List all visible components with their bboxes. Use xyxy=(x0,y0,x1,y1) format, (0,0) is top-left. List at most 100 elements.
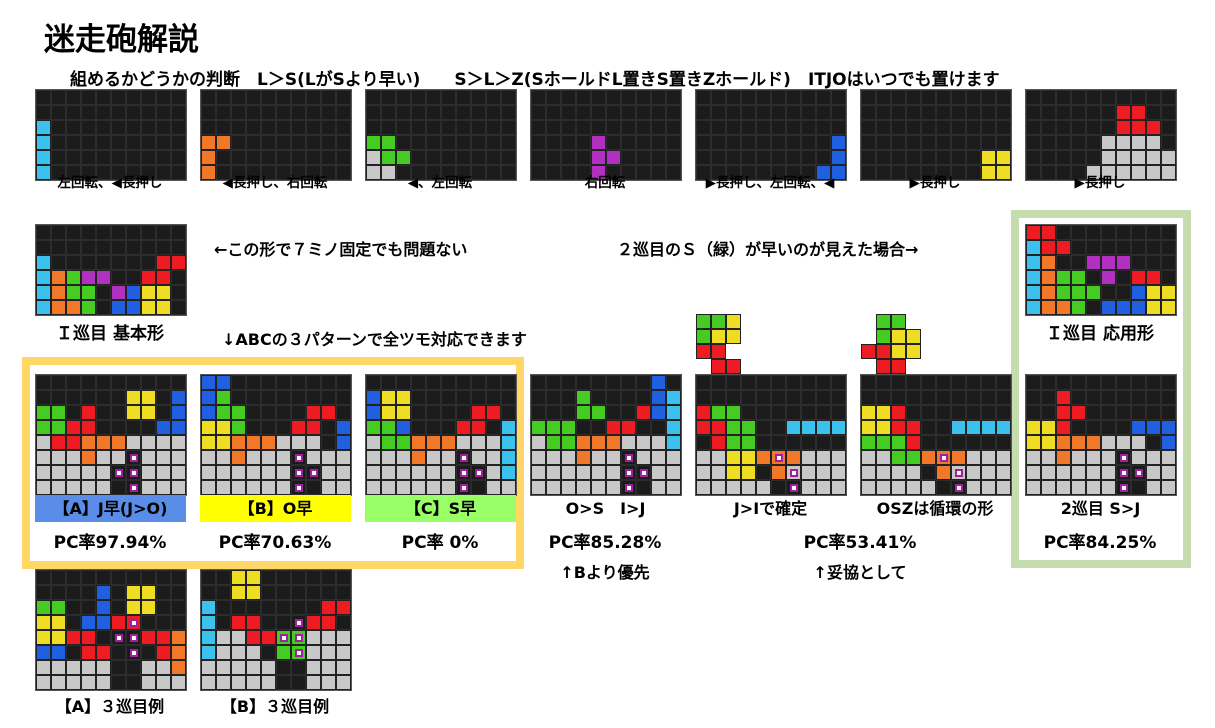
cell xyxy=(66,570,81,585)
cell xyxy=(1101,300,1116,315)
preview-cell xyxy=(711,314,726,329)
cell xyxy=(171,645,186,660)
pc-rate-os: PC率85.28% xyxy=(548,533,662,553)
cell xyxy=(111,300,126,315)
cell xyxy=(981,90,996,105)
cell xyxy=(396,480,411,495)
cell xyxy=(141,480,156,495)
cell xyxy=(1116,120,1131,135)
cell xyxy=(201,585,216,600)
cell xyxy=(711,120,726,135)
cell xyxy=(231,90,246,105)
cell xyxy=(396,420,411,435)
cell xyxy=(426,120,441,135)
cell xyxy=(1146,120,1161,135)
cell xyxy=(876,390,891,405)
cell xyxy=(216,465,231,480)
cell xyxy=(1131,375,1146,390)
pattern-board-osz xyxy=(860,374,1012,496)
cell xyxy=(1056,480,1071,495)
cell xyxy=(246,615,261,630)
cell xyxy=(726,450,741,465)
cell xyxy=(1056,420,1071,435)
cell xyxy=(141,675,156,690)
cell xyxy=(156,285,171,300)
cell xyxy=(276,375,291,390)
cell xyxy=(606,105,621,120)
cell xyxy=(546,375,561,390)
cell xyxy=(711,420,726,435)
cell xyxy=(441,465,456,480)
cell xyxy=(336,600,351,615)
cell xyxy=(201,105,216,120)
cell xyxy=(336,465,351,480)
cell xyxy=(981,420,996,435)
example-board-b xyxy=(200,569,352,691)
cell xyxy=(231,465,246,480)
cell xyxy=(201,645,216,660)
cell xyxy=(366,120,381,135)
cell xyxy=(861,165,876,180)
cell xyxy=(441,420,456,435)
cell xyxy=(486,105,501,120)
cell xyxy=(81,285,96,300)
pattern-board-b xyxy=(200,374,352,496)
cell xyxy=(156,450,171,465)
cell xyxy=(531,435,546,450)
cell xyxy=(381,105,396,120)
cell xyxy=(96,270,111,285)
cell xyxy=(336,105,351,120)
cell xyxy=(216,480,231,495)
cell xyxy=(81,660,96,675)
cell xyxy=(1101,150,1116,165)
cell xyxy=(426,480,441,495)
cell xyxy=(261,390,276,405)
cell xyxy=(666,480,681,495)
cell xyxy=(141,300,156,315)
cell xyxy=(786,150,801,165)
cell xyxy=(1146,285,1161,300)
pc-rate-2nd: PC率84.25% xyxy=(1043,533,1157,553)
applied-board xyxy=(1025,224,1177,316)
cell xyxy=(111,390,126,405)
cell xyxy=(531,135,546,150)
cell xyxy=(741,450,756,465)
cell xyxy=(156,600,171,615)
cell xyxy=(261,450,276,465)
cell xyxy=(276,660,291,675)
cell xyxy=(636,375,651,390)
cell xyxy=(471,405,486,420)
cell xyxy=(636,150,651,165)
cell xyxy=(1056,300,1071,315)
cell xyxy=(171,465,186,480)
cell xyxy=(66,600,81,615)
cell xyxy=(1026,225,1041,240)
cell xyxy=(36,270,51,285)
cell xyxy=(321,90,336,105)
cell xyxy=(561,405,576,420)
cell xyxy=(141,420,156,435)
cell xyxy=(51,270,66,285)
cell xyxy=(321,450,336,465)
step-board-4 xyxy=(530,89,682,181)
target-marker xyxy=(775,454,783,462)
cell xyxy=(126,270,141,285)
cell xyxy=(381,165,396,180)
cell xyxy=(921,90,936,105)
cell xyxy=(861,480,876,495)
cell xyxy=(141,645,156,660)
cell xyxy=(1071,405,1086,420)
cell xyxy=(1056,135,1071,150)
cell xyxy=(111,570,126,585)
cell xyxy=(936,480,951,495)
cell xyxy=(231,480,246,495)
cell xyxy=(1056,105,1071,120)
cell xyxy=(201,165,216,180)
cell xyxy=(171,420,186,435)
cell xyxy=(561,375,576,390)
cell xyxy=(1026,135,1041,150)
target-marker xyxy=(625,469,633,477)
cell xyxy=(621,435,636,450)
cell xyxy=(111,255,126,270)
cell xyxy=(366,90,381,105)
